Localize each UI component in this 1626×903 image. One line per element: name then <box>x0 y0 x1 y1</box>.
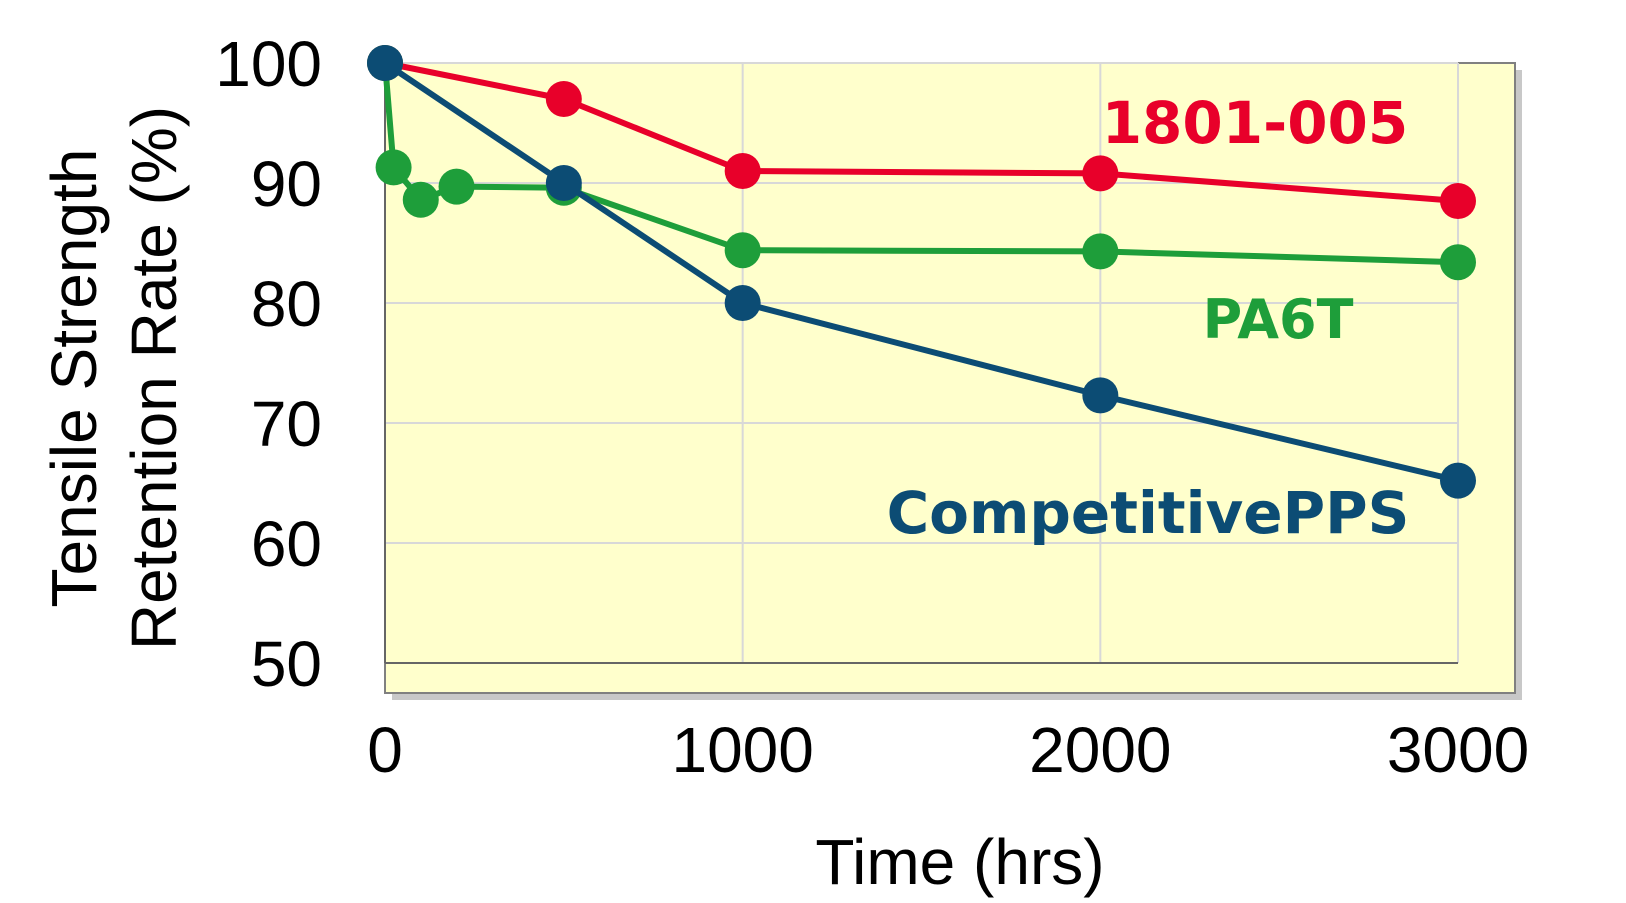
y-tick-label: 60 <box>251 508 322 580</box>
data-point-1801-005 <box>724 153 761 189</box>
series-label-1801-005: 1801-005 <box>1102 89 1409 157</box>
plot-area <box>384 62 1516 694</box>
series-competitivepps <box>367 45 1476 499</box>
x-tick-label: 3000 <box>1387 714 1529 786</box>
y-tick-labels: 50 60 70 80 90 100 <box>215 28 322 700</box>
y-tick-label: 70 <box>251 388 322 460</box>
data-point-pa6t <box>402 181 439 218</box>
data-point-1801-005 <box>545 81 582 117</box>
data-point-competitivepps <box>1440 462 1476 499</box>
x-tick-label: 1000 <box>671 714 813 786</box>
x-tick-label: 0 <box>367 714 403 786</box>
series-label-competitive-pps: CompetitivePPS <box>887 479 1410 547</box>
data-point-competitivepps <box>367 45 403 81</box>
series-label-pa6t: PA6T <box>1203 288 1354 351</box>
y-tick-label: 50 <box>251 628 322 700</box>
data-point-competitivepps <box>545 165 582 201</box>
y-axis-title: Tensile Strength Retention Rate (%) <box>38 106 190 650</box>
x-tick-labels: 0 1000 2000 3000 <box>367 714 1529 786</box>
data-point-pa6t <box>724 232 761 269</box>
series-group <box>367 45 1476 499</box>
data-point-1801-005 <box>1082 155 1119 192</box>
data-point-pa6t <box>1440 244 1476 281</box>
x-axis-title: Time (hrs) <box>815 826 1104 898</box>
y-tick-label: 80 <box>251 268 322 340</box>
data-point-competitivepps <box>1082 377 1119 414</box>
data-point-pa6t <box>1082 233 1119 270</box>
y-axis-title-line-1: Tensile Strength <box>38 149 110 608</box>
data-point-pa6t <box>375 149 412 186</box>
x-tick-label: 2000 <box>1029 714 1171 786</box>
data-point-1801-005 <box>1440 183 1476 219</box>
y-tick-label: 100 <box>215 28 322 100</box>
y-axis-title-line-2: Retention Rate (%) <box>118 106 190 650</box>
y-tick-label: 90 <box>251 148 322 220</box>
data-point-competitivepps <box>724 285 761 321</box>
data-point-pa6t <box>438 168 475 205</box>
